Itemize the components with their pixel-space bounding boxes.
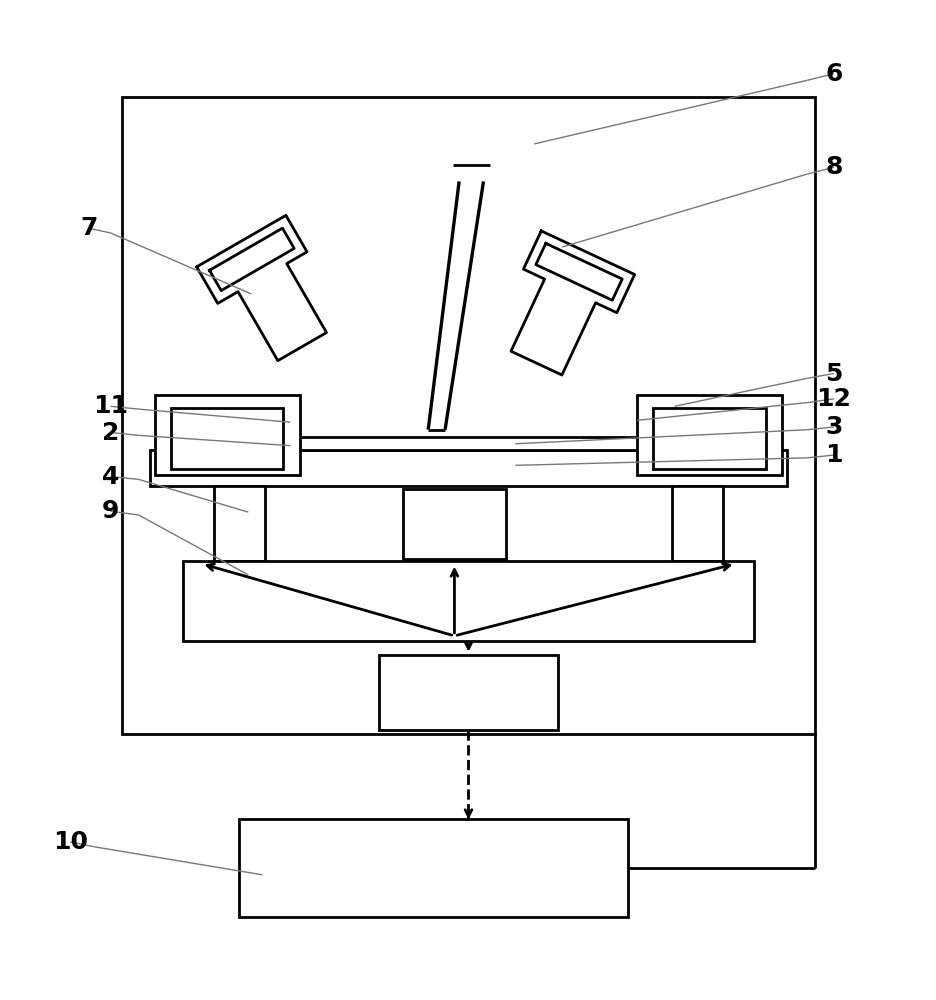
Text: 2: 2 — [102, 421, 119, 445]
Bar — [671, 486, 723, 561]
Bar — [213, 486, 265, 561]
Text: 7: 7 — [80, 216, 97, 240]
Bar — [225, 437, 711, 450]
Text: 12: 12 — [815, 387, 851, 411]
Bar — [239, 819, 627, 917]
Bar — [122, 97, 814, 734]
Text: 8: 8 — [825, 155, 841, 179]
Text: 10: 10 — [52, 830, 88, 854]
Bar — [402, 489, 505, 559]
Text: 3: 3 — [825, 415, 841, 439]
Bar — [183, 561, 753, 641]
Bar — [150, 450, 786, 486]
Bar — [652, 408, 765, 469]
Text: 9: 9 — [102, 499, 119, 523]
Text: 1: 1 — [825, 443, 841, 467]
Bar — [170, 408, 283, 469]
Text: 6: 6 — [825, 62, 841, 86]
Text: 5: 5 — [825, 362, 841, 386]
Text: 4: 4 — [102, 465, 119, 489]
Bar — [154, 395, 300, 475]
Bar — [636, 395, 782, 475]
Bar — [379, 655, 557, 730]
Text: 11: 11 — [93, 394, 128, 418]
